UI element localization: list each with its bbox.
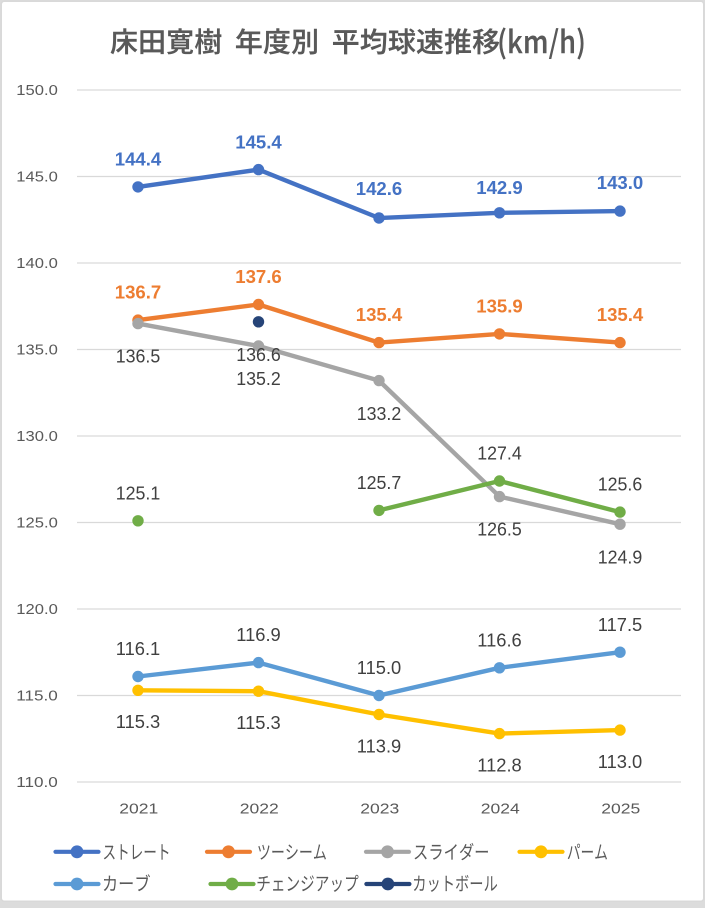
svg-text:125.7: 125.7 bbox=[357, 473, 402, 493]
svg-text:150.0: 150.0 bbox=[16, 83, 58, 99]
svg-text:136.6: 136.6 bbox=[236, 345, 281, 365]
svg-text:126.5: 126.5 bbox=[477, 520, 522, 540]
svg-text:135.9: 135.9 bbox=[476, 297, 523, 317]
svg-text:135.4: 135.4 bbox=[597, 305, 644, 325]
svg-text:110.0: 110.0 bbox=[16, 775, 58, 791]
svg-text:2021: 2021 bbox=[119, 801, 158, 817]
svg-text:2024: 2024 bbox=[481, 801, 520, 817]
svg-text:115.0: 115.0 bbox=[357, 658, 402, 678]
svg-text:124.9: 124.9 bbox=[598, 547, 643, 567]
svg-text:115.0: 115.0 bbox=[16, 689, 58, 705]
svg-text:117.5: 117.5 bbox=[598, 615, 643, 635]
svg-text:140.0: 140.0 bbox=[16, 256, 58, 272]
svg-text:136.5: 136.5 bbox=[116, 347, 161, 367]
svg-text:115.3: 115.3 bbox=[116, 712, 161, 732]
svg-text:2023: 2023 bbox=[360, 801, 399, 817]
svg-text:144.4: 144.4 bbox=[115, 150, 162, 170]
svg-text:135.2: 135.2 bbox=[236, 369, 281, 389]
svg-text:130.0: 130.0 bbox=[16, 429, 58, 445]
svg-text:133.2: 133.2 bbox=[357, 404, 402, 424]
svg-text:116.6: 116.6 bbox=[477, 630, 522, 650]
svg-text:145.0: 145.0 bbox=[16, 170, 58, 186]
svg-text:137.6: 137.6 bbox=[235, 267, 282, 287]
svg-text:116.1: 116.1 bbox=[116, 639, 161, 659]
svg-text:113.0: 113.0 bbox=[598, 752, 643, 772]
svg-text:142.9: 142.9 bbox=[476, 178, 523, 198]
svg-text:143.0: 143.0 bbox=[597, 173, 644, 193]
svg-text:112.8: 112.8 bbox=[477, 755, 522, 775]
svg-text:135.4: 135.4 bbox=[356, 305, 403, 325]
svg-text:2025: 2025 bbox=[601, 801, 640, 817]
svg-text:120.0: 120.0 bbox=[16, 602, 58, 618]
svg-text:127.4: 127.4 bbox=[477, 444, 522, 464]
svg-text:136.7: 136.7 bbox=[115, 283, 162, 303]
svg-text:115.3: 115.3 bbox=[236, 713, 281, 733]
svg-text:125.6: 125.6 bbox=[598, 475, 643, 495]
svg-text:113.9: 113.9 bbox=[357, 736, 402, 756]
svg-text:116.9: 116.9 bbox=[236, 625, 281, 645]
svg-text:125.1: 125.1 bbox=[116, 483, 161, 503]
svg-text:2022: 2022 bbox=[240, 801, 279, 817]
svg-text:145.4: 145.4 bbox=[235, 132, 282, 152]
svg-text:142.6: 142.6 bbox=[356, 179, 403, 199]
svg-text:135.0: 135.0 bbox=[16, 343, 58, 359]
svg-text:125.0: 125.0 bbox=[16, 516, 58, 532]
